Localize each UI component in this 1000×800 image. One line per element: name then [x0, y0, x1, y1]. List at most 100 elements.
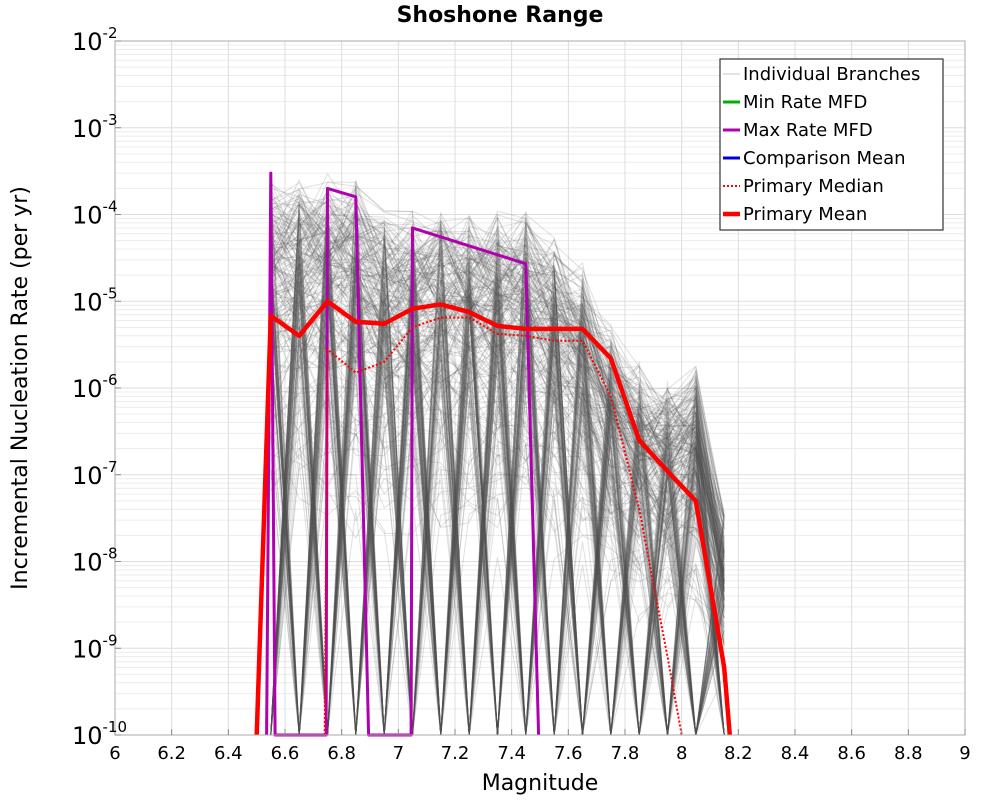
branch-line [270, 266, 725, 736]
branch-line [270, 193, 725, 736]
branch-line [270, 227, 725, 736]
branch-line [270, 245, 725, 736]
branch-line [270, 360, 725, 736]
y-tick-label: 10-9 [72, 631, 118, 663]
y-tick-label: 10-2 [72, 24, 118, 56]
branch-line [270, 290, 725, 736]
branch-line [270, 242, 725, 736]
branch-line [270, 341, 725, 736]
branch-line [270, 200, 725, 736]
branch-line [270, 218, 725, 736]
branch-line [270, 192, 725, 736]
branch-line [270, 400, 725, 736]
branch-line [270, 265, 725, 736]
x-tick-label: 6.6 [271, 743, 300, 764]
branch-line [270, 243, 725, 736]
branch-line [270, 181, 725, 736]
branch-line [270, 425, 725, 736]
x-tick-label: 8.8 [894, 743, 923, 764]
branch-line [270, 183, 725, 736]
branch-line [270, 232, 725, 736]
branch-line [270, 204, 725, 736]
branch-line [270, 263, 725, 736]
branch-line [270, 187, 725, 736]
branch-line [270, 249, 725, 736]
branch-line [270, 205, 725, 736]
x-tick-label: 6.2 [157, 743, 186, 764]
branch-line [270, 332, 725, 736]
branch-line [270, 250, 725, 736]
branch-line [270, 200, 725, 736]
branch-line [270, 188, 725, 736]
branch-line [270, 290, 725, 736]
branch-line [270, 245, 725, 736]
branch-line [270, 432, 725, 736]
branch-line [270, 229, 725, 736]
branch-line [270, 238, 725, 736]
branch-line [270, 195, 725, 736]
y-tick-label: 10-8 [72, 545, 118, 577]
branch-line [270, 296, 725, 736]
y-axis-label: Incremental Nucleation Rate (per yr) [8, 186, 33, 590]
x-tick-label: 7 [393, 743, 404, 764]
branch-line [270, 203, 725, 736]
branch-line [270, 261, 725, 736]
branch-line [270, 242, 725, 736]
legend-label: Comparison Mean [743, 148, 906, 169]
branch-line [270, 192, 725, 736]
x-tick-label: 8 [676, 743, 687, 764]
branch-line [270, 203, 725, 736]
branch-line [270, 231, 725, 736]
branch-line [270, 299, 725, 736]
branch-line [270, 213, 725, 736]
branch-line [270, 205, 725, 736]
branch-line [270, 232, 725, 736]
branch-line [270, 197, 725, 736]
branch-line [270, 197, 725, 736]
branch-line [270, 264, 725, 736]
branch-line [270, 305, 725, 736]
branch-line [270, 184, 725, 736]
branch-line [270, 225, 725, 736]
branch-line [270, 231, 725, 736]
branch-line [270, 193, 725, 736]
branch-line [270, 261, 725, 736]
branch-line [270, 298, 725, 736]
branch-line [270, 248, 725, 736]
branch-line [270, 187, 725, 736]
x-tick-label: 7.4 [497, 743, 526, 764]
branch-line [270, 286, 725, 736]
branch-line [270, 239, 725, 736]
branch-line [270, 358, 725, 736]
branch-line [270, 335, 725, 736]
branch-line [270, 202, 725, 736]
branch-line [270, 343, 725, 736]
branch-line [270, 223, 725, 736]
branch-line [270, 180, 725, 736]
branch-line [270, 212, 725, 736]
branch-line [270, 267, 725, 736]
branch-line [270, 180, 725, 736]
primary-median-line [323, 316, 683, 736]
branch-line [270, 371, 725, 736]
branch-line [270, 292, 725, 736]
branch-line [270, 236, 725, 736]
branch-line [270, 180, 725, 736]
branch-line [270, 380, 725, 736]
branch-line [270, 290, 725, 736]
x-tick-label: 6.8 [327, 743, 356, 764]
branch-line [270, 187, 725, 736]
branch-line [270, 215, 725, 736]
branch-line [270, 181, 725, 736]
branch-line [270, 280, 725, 736]
branch-line [270, 204, 725, 736]
x-axis-label: Magnitude [482, 771, 599, 796]
x-tick-label: 8.6 [837, 743, 866, 764]
branch-line [270, 274, 725, 736]
branch-line [270, 287, 725, 736]
branch-line [270, 239, 725, 736]
branch-line [270, 263, 725, 736]
branch-line [270, 280, 725, 736]
branch-line [270, 187, 725, 736]
branch-line [270, 353, 725, 736]
